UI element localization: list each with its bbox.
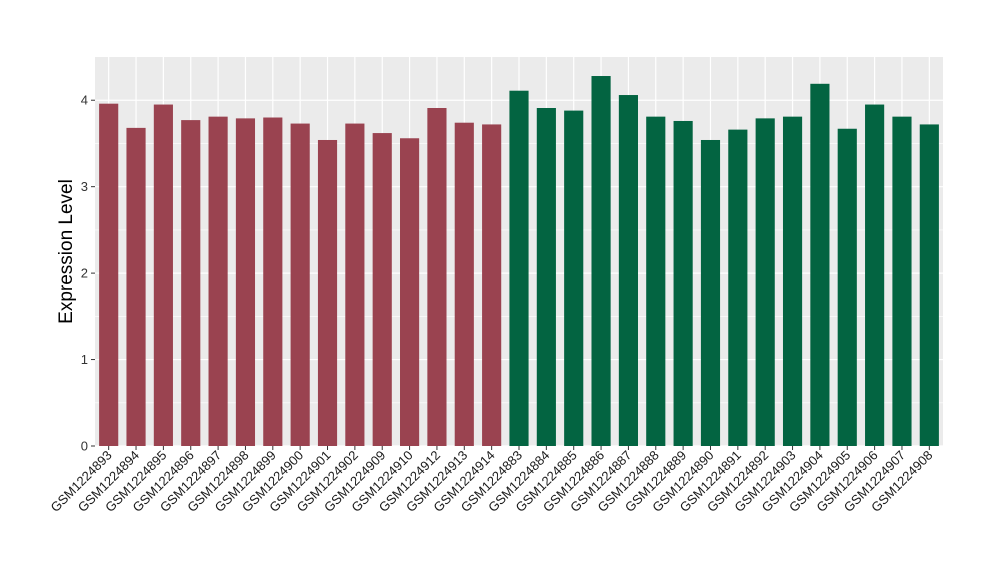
bar-GSM1224906	[865, 104, 885, 447]
bar-GSM1224896	[181, 120, 201, 447]
y-tick-label: 3	[81, 179, 88, 194]
bar-GSM1224898	[235, 118, 256, 447]
bar-GSM1224894	[126, 127, 146, 446]
bars	[99, 76, 939, 447]
bar-GSM1224899	[263, 117, 283, 446]
bar-GSM1224900	[290, 123, 310, 446]
bar-GSM1224912	[427, 108, 447, 446]
bar-GSM1224907	[892, 116, 912, 446]
bar-GSM1224910	[400, 138, 420, 446]
bar-GSM1224909	[372, 133, 392, 446]
bar-GSM1224888	[646, 116, 666, 446]
bar-GSM1224891	[728, 129, 748, 446]
y-tick-label: 2	[81, 266, 88, 281]
bar-GSM1224887	[618, 95, 638, 446]
x-axis: GSM1224893GSM1224894GSM1224895GSM1224896…	[47, 446, 935, 515]
bar-GSM1224897	[208, 116, 228, 446]
bar-GSM1224890	[700, 139, 721, 446]
y-axis: 0 1 2 3 4	[81, 93, 95, 454]
bar-GSM1224886	[591, 76, 611, 447]
bar-GSM1224893	[99, 103, 119, 447]
bar-GSM1224913	[454, 122, 474, 446]
y-tick-label: 0	[81, 439, 88, 454]
bar-GSM1224908	[919, 124, 939, 446]
bar-GSM1224889	[673, 120, 693, 447]
y-tick-label: 1	[81, 352, 88, 367]
bar-GSM1224904	[810, 83, 830, 446]
bar-GSM1224902	[345, 123, 365, 446]
bar-GSM1224903	[782, 116, 803, 446]
bar-GSM1224914	[482, 124, 502, 446]
y-tick-label: 4	[81, 93, 88, 108]
bar-GSM1224901	[317, 139, 338, 446]
bar-GSM1224885	[564, 110, 584, 447]
bar-GSM1224905	[837, 128, 857, 446]
bar-GSM1224884	[536, 108, 556, 446]
bar-GSM1224895	[153, 104, 173, 447]
bar-GSM1224892	[755, 118, 775, 447]
y-axis-title: Expression Level	[56, 179, 77, 324]
bar-GSM1224883	[509, 90, 529, 447]
